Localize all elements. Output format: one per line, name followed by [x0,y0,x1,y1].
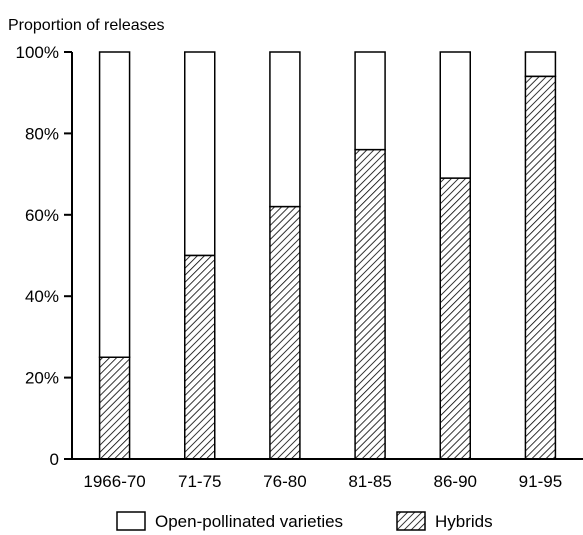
y-axis-title: Proportion of releases [8,17,165,34]
bar-open-pollinated-1966-70 [98,51,131,358]
bar-hybrids-81-85 [354,148,386,460]
x-tick-label-91-95: 91-95 [519,472,562,491]
x-tick-label-81-85: 81-85 [348,472,391,491]
bar-open-pollinated-71-75 [184,51,216,257]
y-tick-label-20: 20% [25,369,59,388]
legend-swatch-hybrids [396,511,426,531]
x-tick-label-76-80: 76-80 [263,472,306,491]
bar-open-pollinated-81-85 [354,51,386,151]
bar-open-pollinated-86-90 [439,51,471,179]
y-axis: 0 20% 40% 60% 80% 100% [16,43,73,469]
y-tick-label-40: 40% [25,287,59,306]
y-tick-label-80: 80% [25,124,59,143]
bar-open-pollinated-76-80 [269,51,301,208]
legend-label-hybrids: Hybrids [435,512,493,531]
legend-swatch-open-pollinated [116,511,146,531]
x-tick-label-86-90: 86-90 [434,472,477,491]
x-tick-label-1966-70: 1966-70 [83,472,145,491]
legend: Open-pollinated varieties Hybrids [116,511,493,531]
bar-hybrids-86-90 [439,177,471,460]
x-tick-label-71-75: 71-75 [178,472,221,491]
y-tick-label-100: 100% [16,43,59,62]
bar-hybrids-91-95 [524,75,557,460]
legend-label-open-pollinated: Open-pollinated varieties [155,512,343,531]
bars-group [98,51,557,460]
bar-hybrids-71-75 [184,254,216,460]
y-tick-label-0: 0 [50,450,59,469]
bar-open-pollinated-91-95 [524,51,557,78]
y-tick-label-60: 60% [25,206,59,225]
bar-hybrids-1966-70 [98,356,131,460]
bar-hybrids-76-80 [269,205,301,460]
x-axis: 1966-70 71-75 76-80 81-85 86-90 91-95 [72,458,583,491]
